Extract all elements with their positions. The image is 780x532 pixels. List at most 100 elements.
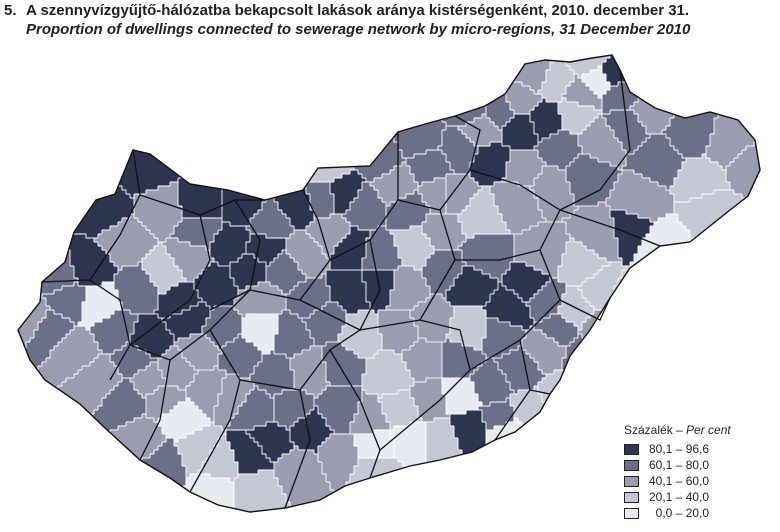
micro-region-cell <box>230 110 235 115</box>
micro-region-cell <box>558 62 563 67</box>
micro-region-cell <box>454 70 459 75</box>
micro-region-cell <box>198 114 203 119</box>
micro-region-cell <box>690 102 695 107</box>
micro-region-cell <box>350 126 355 131</box>
micro-region-cell <box>702 62 707 67</box>
micro-region-cell <box>522 146 527 151</box>
micro-region-cell <box>510 130 515 135</box>
micro-region-cell <box>510 98 515 103</box>
micro-region-cell <box>330 50 335 55</box>
micro-region-cell <box>22 150 27 155</box>
micro-region-cell <box>22 70 27 75</box>
micro-region-cell <box>662 110 667 115</box>
micro-region-cell <box>30 82 35 87</box>
micro-region-cell <box>758 122 760 127</box>
micro-region-cell <box>210 154 215 159</box>
micro-region-cell <box>54 94 59 99</box>
micro-region-cell <box>254 90 259 95</box>
micro-region-cell <box>462 146 467 151</box>
micro-region-cell <box>742 102 747 107</box>
micro-region-cell <box>254 78 259 83</box>
micro-region-cell <box>226 90 231 95</box>
micro-region-cell <box>286 94 291 99</box>
micro-region-cell <box>474 130 479 135</box>
micro-region-cell <box>66 142 71 147</box>
micro-region-cell <box>454 86 459 91</box>
micro-region-cell <box>278 110 283 115</box>
micro-region-cell <box>674 146 679 151</box>
micro-region-cell <box>398 78 403 83</box>
micro-region-cell <box>526 66 531 71</box>
micro-region-cell <box>626 114 631 119</box>
micro-region-cell <box>530 90 535 95</box>
micro-region-cell <box>466 130 471 135</box>
micro-region-cell <box>114 78 119 83</box>
micro-region-cell <box>734 82 739 87</box>
micro-region-cell <box>398 130 403 135</box>
micro-region-cell <box>270 118 275 123</box>
micro-region-cell <box>478 138 483 143</box>
micro-region-cell <box>126 150 131 155</box>
micro-region-cell <box>38 150 43 155</box>
micro-region-cell <box>214 142 219 147</box>
micro-region-cell <box>498 78 503 83</box>
micro-region-cell <box>178 118 183 123</box>
micro-region-cell <box>602 138 607 143</box>
micro-region-cell <box>386 74 391 79</box>
micro-region-cell <box>26 110 31 115</box>
micro-region-cell <box>710 90 715 95</box>
micro-region-cell <box>630 58 635 63</box>
micro-region-cell <box>274 126 279 131</box>
micro-region-cell <box>246 78 251 83</box>
micro-region-cell <box>582 142 587 147</box>
micro-region-cell <box>458 122 463 127</box>
micro-region-cell <box>470 62 475 67</box>
micro-region-cell <box>574 114 579 119</box>
micro-region-cell <box>538 122 543 127</box>
micro-region-cell <box>150 142 155 147</box>
micro-region-cell <box>762 66 767 71</box>
micro-region-cell <box>470 138 475 143</box>
micro-region-cell <box>338 118 343 123</box>
micro-region-cell <box>594 82 599 87</box>
micro-region-cell <box>426 90 431 95</box>
micro-region-cell <box>718 94 723 99</box>
micro-region-cell <box>582 70 587 75</box>
micro-region-cell <box>74 138 79 143</box>
micro-region-cell <box>454 134 459 139</box>
micro-region-cell <box>454 82 459 87</box>
micro-region-cell <box>26 70 31 75</box>
micro-region-cell <box>262 94 267 99</box>
micro-region-cell <box>698 94 703 99</box>
micro-region-cell <box>590 138 595 143</box>
micro-region-cell <box>338 62 343 67</box>
micro-region-cell <box>678 90 683 95</box>
micro-region-cell <box>210 130 215 135</box>
micro-region-cell <box>306 134 311 139</box>
micro-region-cell <box>654 138 659 143</box>
micro-region-cell <box>758 114 760 119</box>
micro-region-cell <box>262 78 267 83</box>
micro-region-cell <box>86 70 91 75</box>
micro-region-cell <box>182 142 187 147</box>
micro-region-cell <box>234 130 239 135</box>
micro-region-cell <box>522 134 527 139</box>
micro-region-cell <box>182 70 187 75</box>
micro-region-cell <box>242 118 247 123</box>
micro-region-cell <box>250 86 255 91</box>
micro-region-cell <box>310 78 315 83</box>
micro-region-cell <box>758 102 760 107</box>
micro-region-cell <box>198 82 203 87</box>
micro-region-cell <box>306 94 311 99</box>
micro-region-cell <box>694 86 699 91</box>
micro-region-cell <box>226 78 231 83</box>
micro-region-cell <box>718 106 723 111</box>
micro-region-cell <box>190 55 195 59</box>
micro-region-cell <box>30 86 35 91</box>
micro-region-cell <box>438 94 443 99</box>
micro-region-cell <box>50 74 55 79</box>
micro-region-cell <box>330 106 335 111</box>
micro-region-cell <box>246 50 251 55</box>
micro-region-cell <box>454 110 459 115</box>
micro-region-cell <box>542 90 547 95</box>
